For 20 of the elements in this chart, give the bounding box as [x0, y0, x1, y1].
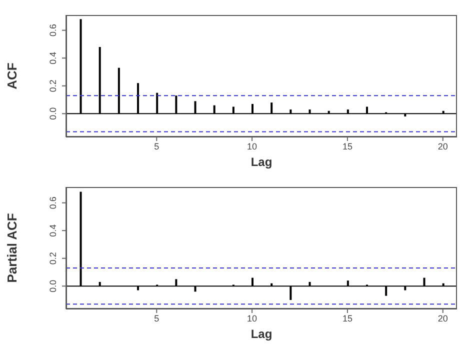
y-tick-label: 0.0: [48, 280, 58, 292]
y-axis-title: Partial ACF: [4, 213, 20, 283]
x-tick-label: 20: [438, 141, 448, 152]
y-tick-label: 0.6: [48, 196, 58, 210]
x-axis-title: Lag: [250, 155, 272, 169]
y-tick-label: 0.2: [48, 80, 58, 92]
x-axis-title: Lag: [250, 327, 272, 341]
x-tick-label: 10: [247, 141, 258, 152]
y-tick-label: 0.6: [48, 24, 58, 37]
x-tick-label: 20: [438, 313, 448, 324]
x-tick-label: 5: [154, 313, 160, 324]
x-tick-label: 15: [342, 313, 352, 324]
y-tick-label: 0.4: [48, 224, 58, 237]
x-tick-label: 15: [342, 141, 352, 152]
y-tick-label: 0.0: [48, 107, 58, 120]
y-tick-label: 0.4: [48, 52, 58, 64]
x-tick-label: 5: [154, 141, 160, 152]
x-tick-label: 10: [247, 313, 258, 324]
y-tick-label: 0.2: [48, 252, 58, 265]
y-axis-title: ACF: [4, 62, 20, 90]
